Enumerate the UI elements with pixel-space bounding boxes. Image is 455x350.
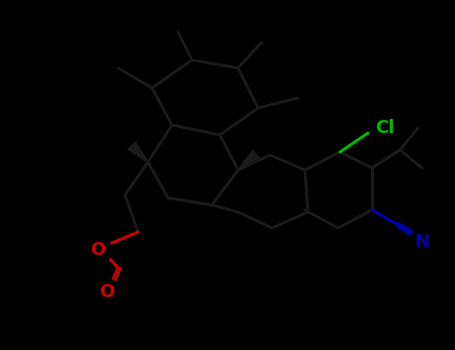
Point [381, 125, 389, 131]
Point [94, 247, 101, 253]
Text: O: O [91, 241, 106, 259]
Text: Cl: Cl [375, 119, 394, 137]
Text: O: O [99, 283, 115, 301]
Polygon shape [128, 142, 148, 162]
Point [103, 289, 111, 295]
Text: N: N [415, 233, 430, 251]
Polygon shape [238, 150, 259, 170]
Point [418, 239, 425, 245]
